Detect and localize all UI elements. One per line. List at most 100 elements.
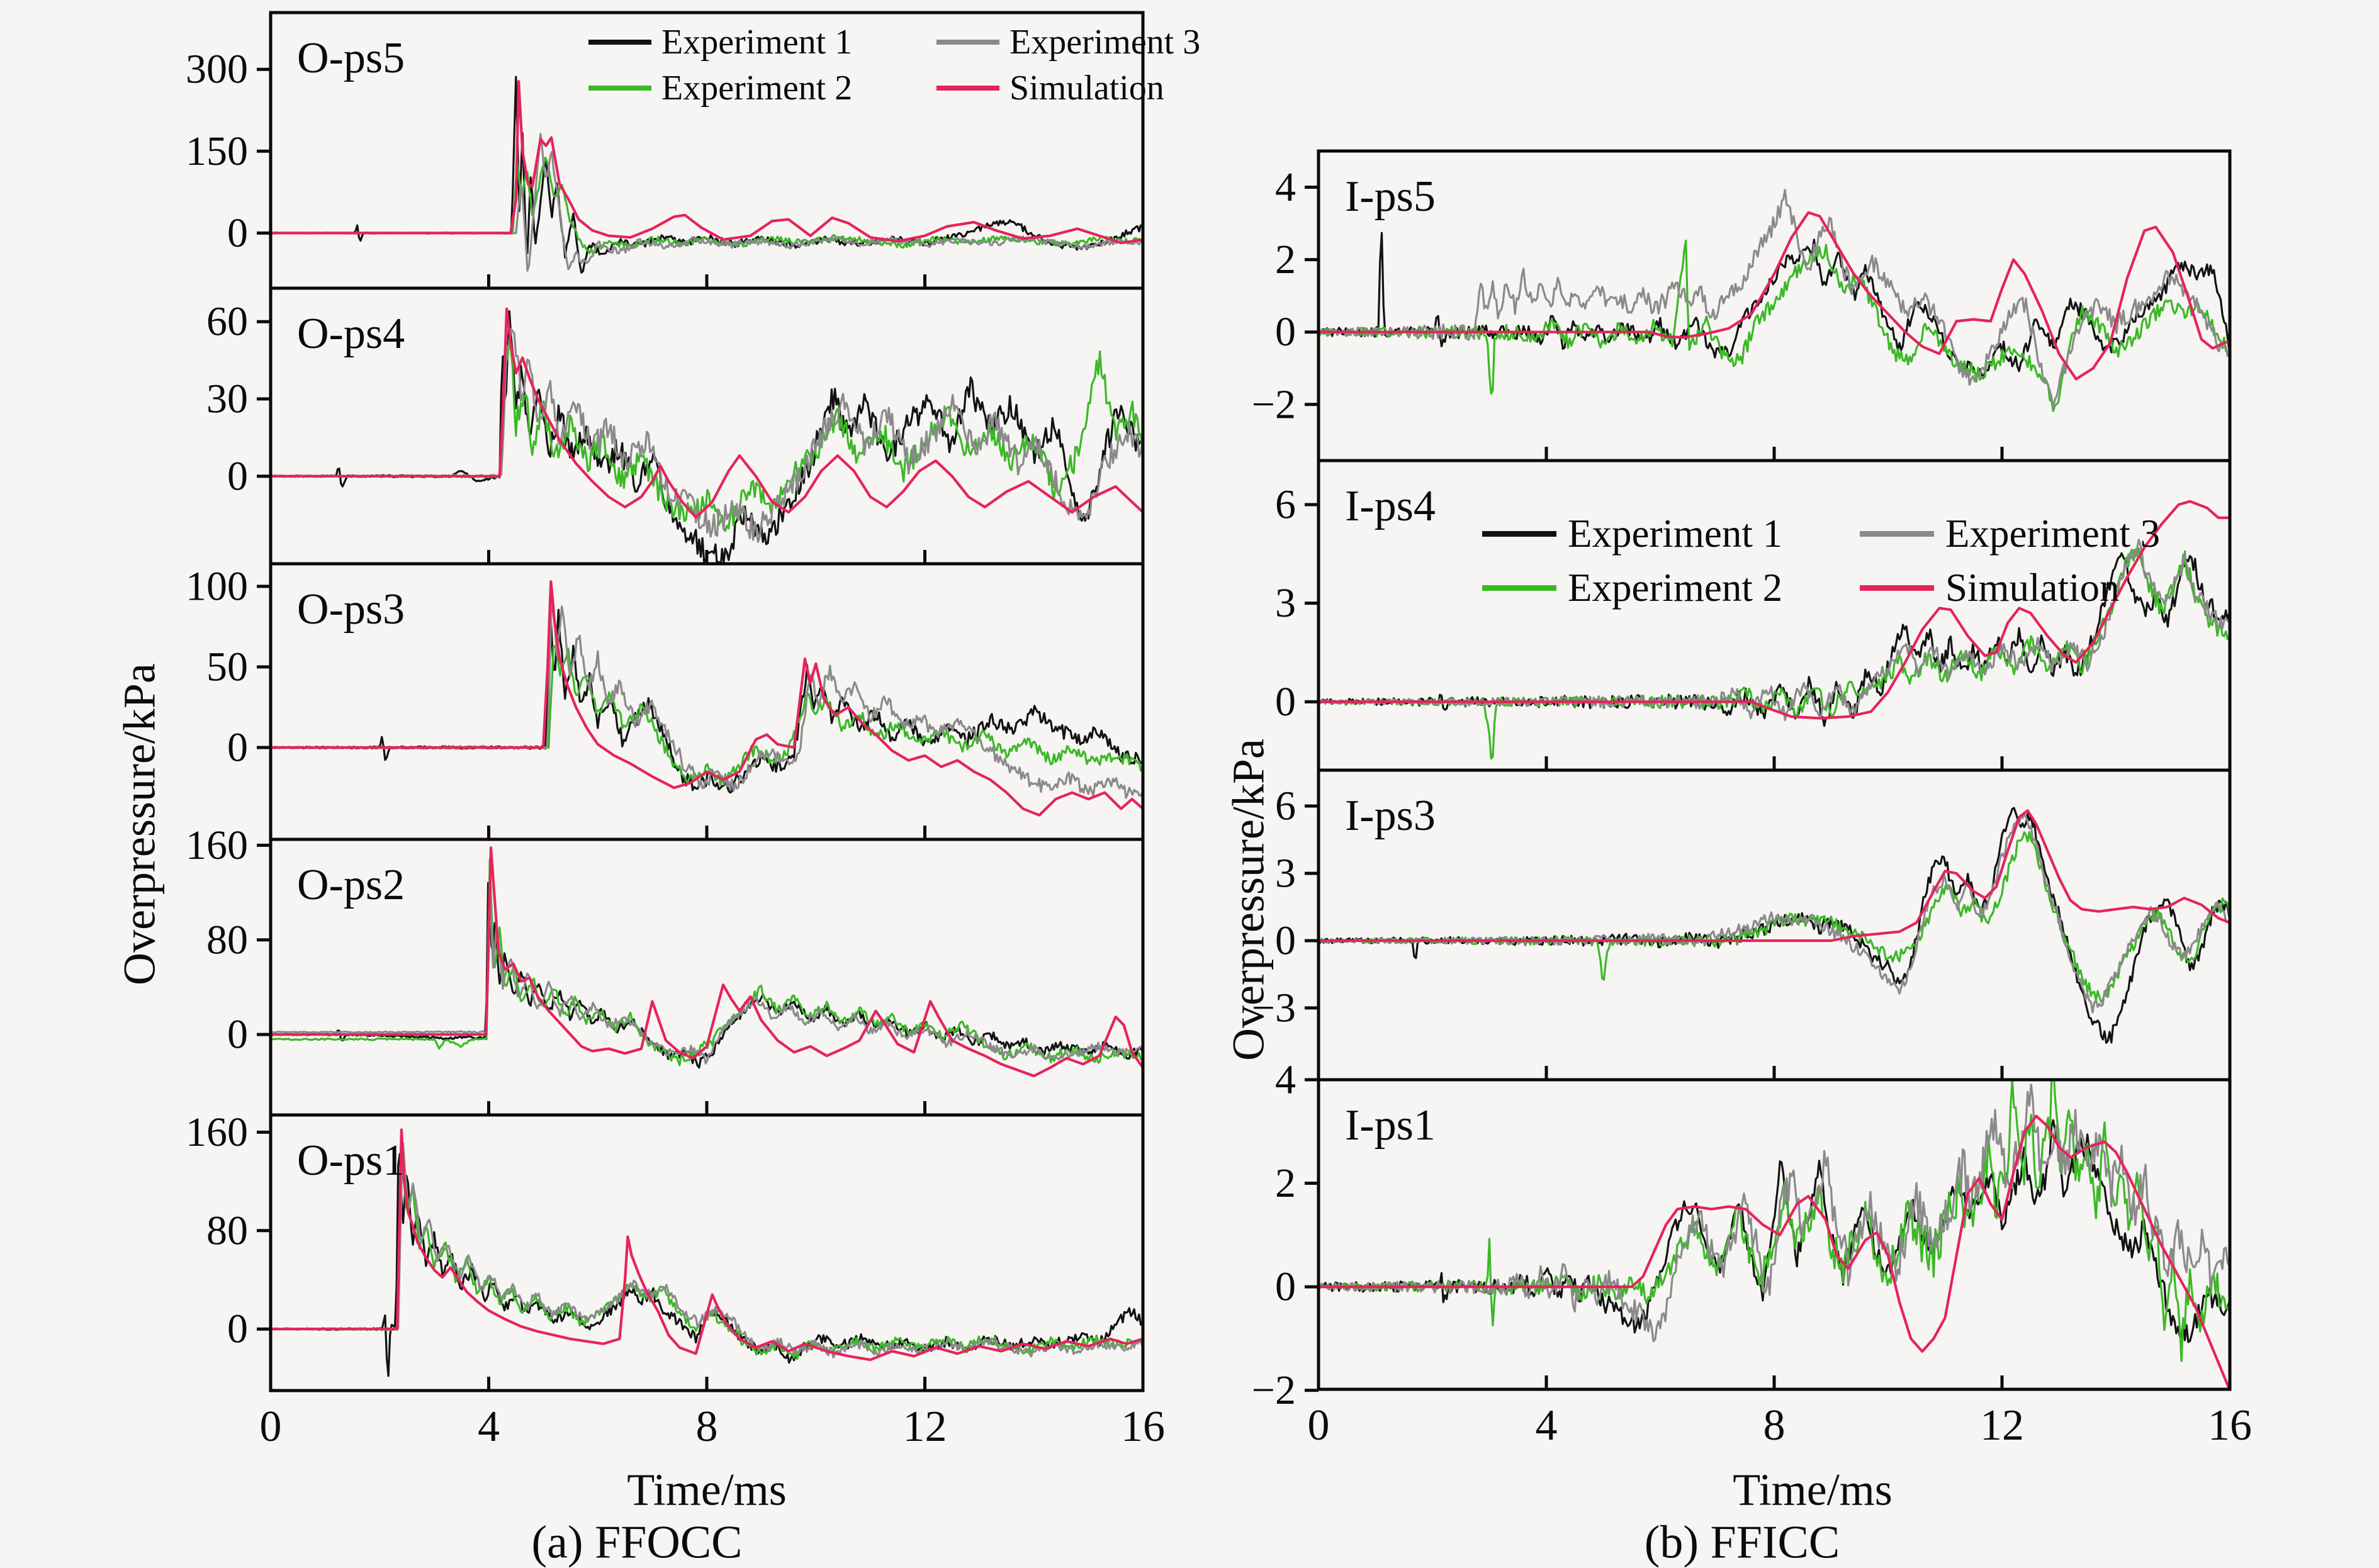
simulation-line-swatch [1860,585,1934,591]
legend-label: Experiment 2 [1568,565,1783,610]
series-O-ps4-experiment3 [272,328,1142,543]
legend-label: Experiment 3 [1010,22,1201,62]
y-tick-label: 0 [227,453,248,499]
panel-I-ps4: 0 3 6 I-ps4 [1275,459,2232,772]
y-tick-label: 6 [1275,783,1296,829]
panel-label: I-ps5 [1345,172,1436,221]
y-tick-label: −2 [1252,1367,1296,1413]
y-tick-label: 50 [206,644,248,690]
series-I-ps1-simulation [1320,1114,2229,1388]
experiment1-line-swatch [588,39,651,45]
legend-item-experiment1: Experiment 1 [1482,507,1860,561]
y-tick-label: 150 [186,128,248,174]
experiment1-line-swatch [1482,530,1556,537]
series-O-ps1-simulation [272,1128,1142,1362]
legend-item-experiment2: Experiment 2 [1482,561,1860,615]
y-tick-label: 160 [186,822,248,868]
panel-label: O-ps1 [297,1136,405,1185]
y-tick-label: 0 [227,210,248,256]
series-O-ps5-simulation [272,80,1142,245]
x-tick-label: 16 [1121,1403,1165,1451]
legend-label: Experiment 1 [661,22,853,62]
y-tick-label: 4 [1275,1057,1296,1103]
panel-I-ps5: −2 0 2 4 I-ps5 [1252,149,2232,462]
y-tick-label: 0 [227,1306,248,1352]
series-O-ps5-experiment3 [272,133,1142,272]
y-tick-label: 0 [227,725,248,771]
panel-label: I-ps4 [1345,482,1436,530]
legend-label: Simulation [1010,68,1164,108]
legend-label: Experiment 2 [661,68,853,108]
legend-fficc: Experiment 1 Experiment 2 Experiment 3 Simu… [1482,507,2237,615]
legend-label: Simulation [1945,565,2120,610]
series-I-ps3-simulation [1320,809,2229,943]
panel-label: I-ps3 [1345,792,1436,840]
panel-label: I-ps1 [1345,1101,1436,1150]
y-tick-label: −3 [1252,985,1296,1031]
experiment3-line-swatch [936,39,999,45]
x-tick-label: 8 [696,1403,718,1451]
legend-item-experiment1: Experiment 1 [588,19,936,65]
y-tick-label: 60 [206,299,248,345]
x-axis-label-left: Time/ms [627,1464,787,1515]
panel-I-ps3: −3 0 3 6 I-ps3 [1252,768,2232,1082]
x-tick-label: 12 [1980,1401,2024,1450]
series-O-ps3-simulation [272,580,1142,817]
y-tick-label: 80 [206,1207,248,1253]
series-I-ps5-simulation [1320,211,2229,381]
simulation-line-swatch [936,85,999,91]
experiment2-line-swatch [588,85,651,91]
x-tick-label: 4 [478,1403,500,1451]
x-tick-label: 4 [1536,1401,1558,1450]
x-tick-label: 8 [1763,1401,1786,1450]
x-tick-label: 12 [903,1403,947,1451]
series-I-ps3-experiment2 [1320,831,2229,1004]
experiment3-line-swatch [1860,530,1934,537]
series-O-ps2-experiment3 [272,883,1142,1065]
x-tick-label: 0 [1308,1401,1330,1450]
panel-label: O-ps3 [297,585,405,634]
panel-O-ps3: 0 50 100 O-ps3 [186,562,1145,841]
y-tick-label: 2 [1275,1160,1296,1206]
y-axis-label-left: Overpressure/kPa [114,663,165,985]
x-tick-label: 0 [260,1403,282,1451]
series-O-ps4-experiment2 [272,337,1142,532]
panel-label: O-ps2 [297,861,405,909]
panel-frame [1317,1078,2232,1391]
y-tick-label: 2 [1275,237,1296,283]
y-tick-label: 3 [1275,851,1296,897]
legend-item-experiment3: Experiment 3 [936,19,1285,65]
y-tick-label: 80 [206,917,248,963]
series-O-ps4-simulation [272,307,1142,519]
y-tick-label: −2 [1252,381,1296,427]
panel-O-ps4: 0 30 60 O-ps4 [206,286,1145,566]
x-tick-label: 16 [2208,1401,2252,1450]
y-tick-label: 30 [206,376,248,422]
series-I-ps4-experiment3 [1320,539,2229,721]
legend-item-experiment2: Experiment 2 [588,65,936,111]
y-axis-label-right: Overpressure/kPa [1223,739,1274,1061]
caption-fficc: (b) FFICC [1644,1516,1840,1568]
series-I-ps3-experiment3 [1320,812,2229,1014]
legend-item-simulation: Simulation [1860,561,2237,615]
series-I-ps4-simulation [1320,500,2229,720]
series-O-ps3-experiment2 [272,645,1142,787]
panel-O-ps1: 0 80 160 O-ps1 [186,1109,1145,1392]
x-axis-label-right: Time/ms [1733,1464,1893,1515]
legend-item-simulation: Simulation [936,65,1285,111]
series-I-ps1-experiment3 [1320,1084,2229,1343]
panel-label: O-ps5 [297,34,405,82]
y-tick-label: 0 [227,1012,248,1058]
panel-O-ps2: 0 80 160 O-ps2 [186,822,1145,1117]
legend-label: Experiment 1 [1568,511,1783,556]
y-tick-label: 6 [1275,481,1296,527]
series-I-ps5-experiment3 [1320,189,2229,408]
legend-label: Experiment 3 [1945,511,2161,556]
y-tick-label: 100 [186,563,248,609]
caption-ffocc: (a) FFOCC [531,1516,743,1568]
legend-item-experiment3: Experiment 3 [1860,507,2237,561]
y-tick-label: 3 [1275,580,1296,626]
legend-ffocc: Experiment 1 Experiment 2 Experiment 3 Simu… [588,19,1285,111]
